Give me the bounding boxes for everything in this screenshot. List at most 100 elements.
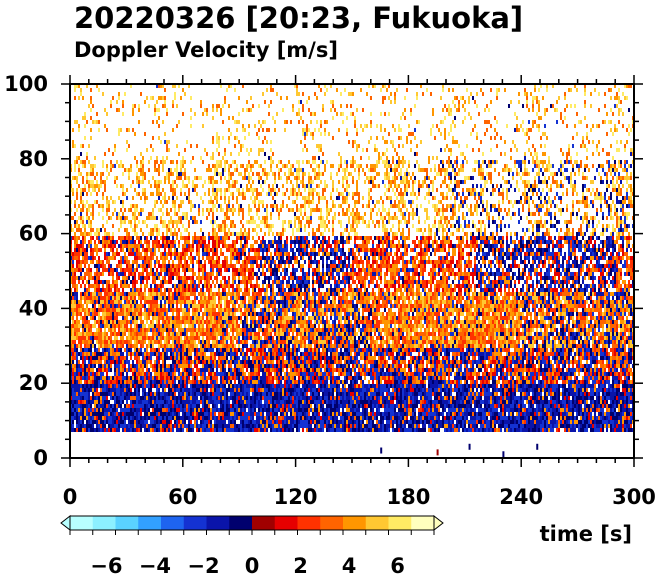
heatmap-cell: [238, 388, 240, 392]
heatmap-cell: [116, 392, 118, 396]
heatmap-cell: [228, 284, 230, 288]
heatmap-cell: [220, 280, 222, 284]
heatmap-cell: [238, 376, 240, 380]
heatmap-cell: [94, 344, 96, 348]
heatmap-cell: [94, 356, 96, 360]
heatmap-cell: [94, 376, 96, 380]
heatmap-cell: [100, 392, 102, 396]
heatmap-cell: [196, 236, 198, 240]
heatmap-cell: [202, 160, 204, 164]
heatmap-cell: [214, 372, 216, 376]
heatmap-cell: [214, 412, 216, 416]
heatmap-cell: [102, 372, 104, 376]
heatmap-cell: [84, 388, 86, 392]
heatmap-cell: [160, 160, 162, 164]
heatmap-cell: [172, 264, 174, 268]
heatmap-cell: [228, 368, 230, 372]
heatmap-cell: [136, 320, 138, 324]
heatmap-cell: [130, 416, 132, 420]
heatmap-cell: [192, 304, 194, 308]
heatmap-cell: [164, 104, 166, 108]
heatmap-cell: [238, 384, 240, 388]
heatmap-cell: [120, 304, 122, 308]
heatmap-cell: [92, 352, 94, 356]
heatmap-cell: [106, 376, 108, 380]
heatmap-cell: [172, 340, 174, 344]
heatmap-cell: [246, 164, 248, 168]
heatmap-cell: [78, 124, 80, 128]
heatmap-cell: [240, 352, 242, 356]
heatmap-cell: [132, 316, 134, 320]
heatmap-cell: [184, 160, 186, 164]
heatmap-cell: [98, 348, 100, 352]
heatmap-cell: [246, 236, 248, 240]
heatmap-cell: [242, 364, 244, 368]
heatmap-cell: [88, 268, 90, 272]
heatmap-cell: [180, 284, 182, 288]
heatmap-cell: [186, 196, 188, 200]
heatmap-cell: [216, 280, 218, 284]
heatmap-cell: [144, 352, 146, 356]
heatmap-cell: [254, 328, 256, 332]
heatmap-cell: [120, 220, 122, 224]
heatmap-cell: [212, 324, 214, 328]
heatmap-cell: [142, 380, 144, 384]
heatmap-cell: [204, 312, 206, 316]
heatmap-cell: [146, 336, 148, 340]
heatmap-cell: [198, 304, 200, 308]
heatmap-cell: [254, 316, 256, 320]
heatmap-cell: [226, 412, 228, 416]
heatmap-cell: [212, 264, 214, 268]
heatmap-cell: [120, 248, 122, 252]
heatmap-cell: [234, 300, 236, 304]
heatmap-cell: [256, 192, 258, 196]
heatmap-cell: [206, 344, 208, 348]
heatmap-cell: [94, 360, 96, 364]
heatmap-cell: [100, 376, 102, 380]
heatmap-cell: [252, 292, 254, 296]
heatmap-cell: [234, 364, 236, 368]
heatmap-cell: [84, 428, 86, 432]
heatmap-cell: [174, 256, 176, 260]
heatmap-cell: [82, 400, 84, 404]
heatmap-cell: [112, 308, 114, 312]
heatmap-cell: [254, 188, 256, 192]
heatmap-cell: [82, 252, 84, 256]
heatmap-cell: [208, 168, 210, 172]
heatmap-cell: [156, 84, 158, 88]
heatmap-cell: [126, 248, 128, 252]
heatmap-cell: [96, 420, 98, 424]
heatmap-cell: [82, 392, 84, 396]
heatmap-cell: [96, 272, 98, 276]
heatmap-cell: [204, 268, 206, 272]
heatmap-cell: [108, 216, 110, 220]
heatmap-cell: [220, 412, 222, 416]
heatmap-cell: [148, 340, 150, 344]
heatmap-cell: [184, 176, 186, 180]
heatmap-cell: [196, 176, 198, 180]
heatmap-cell: [212, 312, 214, 316]
heatmap-cell: [194, 400, 196, 404]
heatmap-cell: [246, 364, 248, 368]
heatmap-cell: [242, 208, 244, 212]
heatmap-cell: [156, 188, 158, 192]
heatmap-cell: [214, 316, 216, 320]
heatmap-cell: [134, 104, 136, 108]
heatmap-cell: [184, 372, 186, 376]
heatmap-cell: [120, 392, 122, 396]
heatmap-cell: [158, 424, 160, 428]
heatmap-cell: [88, 204, 90, 208]
heatmap-cell: [222, 416, 224, 420]
heatmap-cell: [254, 404, 256, 408]
heatmap-cell: [162, 344, 164, 348]
heatmap-cell: [192, 276, 194, 280]
heatmap-cell: [74, 288, 76, 292]
heatmap-cell: [136, 268, 138, 272]
heatmap-cell: [108, 368, 110, 372]
heatmap-cell: [72, 316, 74, 320]
heatmap-cell: [220, 296, 222, 300]
heatmap-cell: [90, 412, 92, 416]
heatmap-cell: [92, 208, 94, 212]
heatmap-cell: [178, 228, 180, 232]
heatmap-cell: [218, 236, 220, 240]
